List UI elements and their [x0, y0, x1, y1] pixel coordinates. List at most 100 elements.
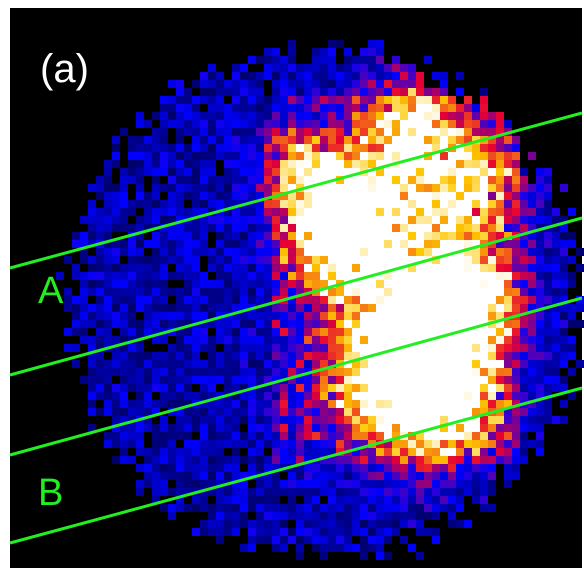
pixel: [392, 136, 400, 144]
pixel: [352, 472, 360, 480]
pixel: [184, 176, 192, 184]
pixel: [128, 360, 136, 368]
pixel: [336, 368, 344, 376]
pixel: [176, 264, 184, 272]
pixel: [296, 280, 304, 288]
pixel: [320, 464, 328, 472]
pixel: [264, 240, 272, 248]
pixel: [120, 352, 128, 360]
pixel: [424, 216, 432, 224]
pixel: [208, 192, 216, 200]
pixel: [488, 176, 496, 184]
pixel: [328, 488, 336, 496]
pixel: [432, 112, 440, 120]
pixel: [280, 304, 288, 312]
pixel: [416, 200, 424, 208]
pixel: [112, 144, 120, 152]
pixel: [544, 400, 552, 408]
pixel: [320, 536, 328, 544]
pixel: [512, 208, 520, 216]
pixel: [176, 384, 184, 392]
pixel: [456, 368, 464, 376]
pixel: [152, 152, 160, 160]
pixel: [512, 392, 520, 400]
pixel: [104, 176, 112, 184]
pixel: [184, 232, 192, 240]
pixel: [392, 456, 400, 464]
pixel: [128, 288, 136, 296]
pixel: [560, 328, 568, 336]
pixel: [152, 112, 160, 120]
pixel: [432, 128, 440, 136]
pixel: [344, 440, 352, 448]
pixel: [320, 104, 328, 112]
pixel: [224, 120, 232, 128]
pixel: [400, 384, 408, 392]
pixel: [104, 280, 112, 288]
pixel: [192, 304, 200, 312]
pixel: [344, 464, 352, 472]
pixel: [336, 40, 344, 48]
pixel: [64, 328, 72, 336]
pixel: [136, 240, 144, 248]
pixel: [440, 120, 448, 128]
pixel: [176, 136, 184, 144]
pixel: [304, 192, 312, 200]
pixel: [248, 168, 256, 176]
pixel: [176, 344, 184, 352]
pixel: [464, 160, 472, 168]
pixel: [160, 312, 168, 320]
pixel: [432, 344, 440, 352]
pixel: [312, 512, 320, 520]
pixel: [224, 80, 232, 88]
pixel: [384, 320, 392, 328]
pixel: [216, 304, 224, 312]
pixel: [336, 160, 344, 168]
pixel: [280, 320, 288, 328]
pixel: [400, 312, 408, 320]
pixel: [264, 360, 272, 368]
pixel: [272, 232, 280, 240]
pixel: [192, 152, 200, 160]
pixel: [416, 320, 424, 328]
pixel: [288, 328, 296, 336]
pixel: [360, 336, 368, 344]
pixel: [448, 448, 456, 456]
pixel: [432, 160, 440, 168]
pixel: [544, 336, 552, 344]
pixel: [504, 464, 512, 472]
pixel: [528, 296, 536, 304]
pixel: [80, 336, 88, 344]
pixel: [96, 328, 104, 336]
pixel: [424, 312, 432, 320]
pixel: [440, 496, 448, 504]
pixel: [256, 464, 264, 472]
pixel: [152, 208, 160, 216]
pixel: [552, 384, 560, 392]
pixel: [280, 328, 288, 336]
pixel: [256, 312, 264, 320]
pixel: [168, 112, 176, 120]
pixel: [160, 336, 168, 344]
pixel: [208, 520, 216, 528]
pixel: [392, 288, 400, 296]
pixel: [120, 312, 128, 320]
pixel: [264, 144, 272, 152]
pixel: [312, 472, 320, 480]
pixel: [280, 416, 288, 424]
pixel: [168, 376, 176, 384]
pixel: [168, 80, 176, 88]
pixel: [440, 152, 448, 160]
pixel: [288, 456, 296, 464]
pixel: [424, 504, 432, 512]
pixel: [376, 488, 384, 496]
pixel: [280, 456, 288, 464]
pixel: [440, 176, 448, 184]
pixel: [384, 368, 392, 376]
pixel: [264, 96, 272, 104]
pixel: [536, 288, 544, 296]
pixel: [248, 536, 256, 544]
pixel: [352, 56, 360, 64]
pixel: [120, 192, 128, 200]
pixel: [216, 464, 224, 472]
